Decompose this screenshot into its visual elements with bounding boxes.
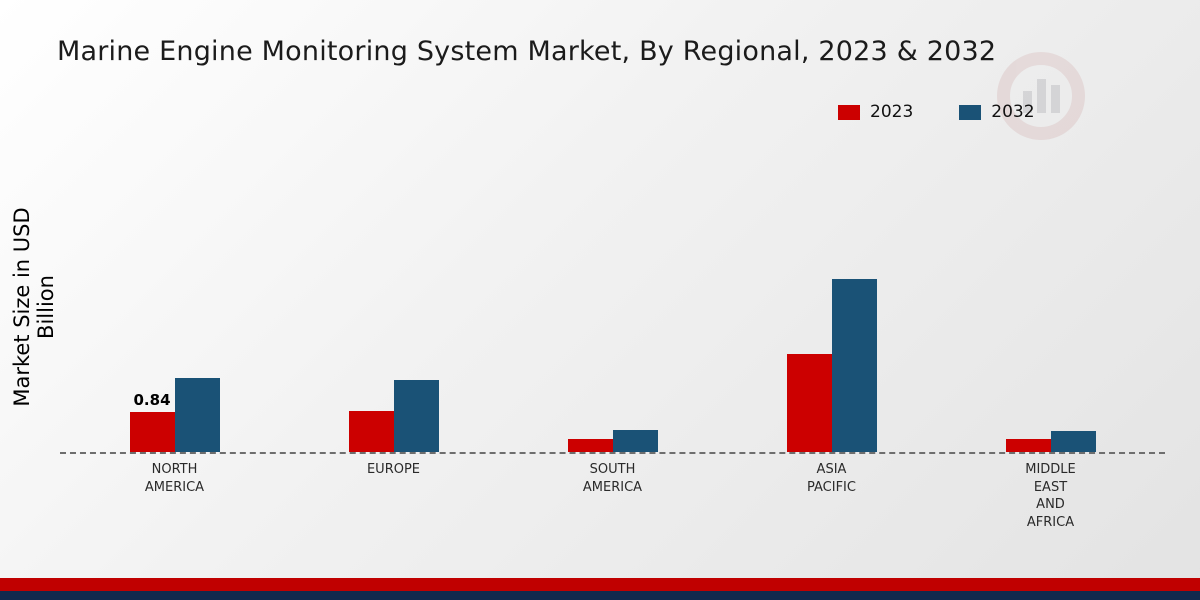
category-label: EUROPE	[366, 462, 421, 477]
bar-2032-south-america	[612, 429, 658, 452]
legend-swatch-2023-icon	[838, 104, 860, 120]
footer-navy-strip	[0, 591, 1200, 600]
chart-title: Marine Engine Monitoring System Market, …	[57, 36, 997, 67]
legend-swatch-2032-icon	[959, 104, 982, 120]
bar-group-asia-pacific: ASIA PACIFIC	[786, 152, 877, 495]
legend-label-2023: 2023	[870, 102, 914, 122]
data-label: 0.84	[133, 390, 171, 409]
watermark-bar-icon	[1022, 91, 1032, 113]
bar-2023-europe	[348, 411, 394, 452]
bar-group-south-america: SOUTH AMERICA	[567, 152, 658, 495]
bar-2032-north-america	[174, 377, 220, 452]
bar-group-north-america: 0.84 NORTH AMERICA	[129, 152, 220, 495]
legend-item-2023: 2023	[838, 102, 913, 122]
category-label: ASIA PACIFIC	[807, 462, 856, 495]
watermark-bar-icon	[1050, 85, 1060, 113]
x-axis-baseline	[60, 452, 1165, 454]
category-label: NORTH AMERICA	[144, 462, 205, 495]
category-label: MIDDLE EAST AND AFRICA	[1025, 462, 1076, 530]
category-label: SOUTH AMERICA	[582, 462, 643, 495]
bar-2032-asia-pacific	[831, 279, 877, 452]
bar-2032-europe	[393, 380, 439, 452]
bar-2023-asia-pacific	[786, 353, 832, 452]
bar-group-middle-east-and-africa: MIDDLE EAST AND AFRICA	[1005, 152, 1096, 530]
legend: 2023 2032	[838, 102, 1035, 122]
footer-red-strip	[0, 578, 1200, 591]
bar-2023-south-america	[567, 438, 613, 452]
watermark-logo	[997, 52, 1085, 140]
watermark-bar-icon	[1036, 79, 1046, 113]
bar-2023-north-america: 0.84	[129, 391, 175, 452]
bar-group-europe: EUROPE	[348, 152, 439, 477]
bar-2032-middle-east-and-africa	[1050, 430, 1096, 452]
legend-label-2032: 2032	[991, 102, 1035, 122]
bar-2023-middle-east-and-africa	[1005, 438, 1051, 452]
legend-item-2032: 2032	[959, 102, 1035, 122]
y-axis-label: Market Size in USD Billion	[10, 207, 58, 407]
plot-area: 0.84 NORTH AMERICA EUROPE SOUTH AMERICA ASIA PA…	[65, 152, 1160, 530]
